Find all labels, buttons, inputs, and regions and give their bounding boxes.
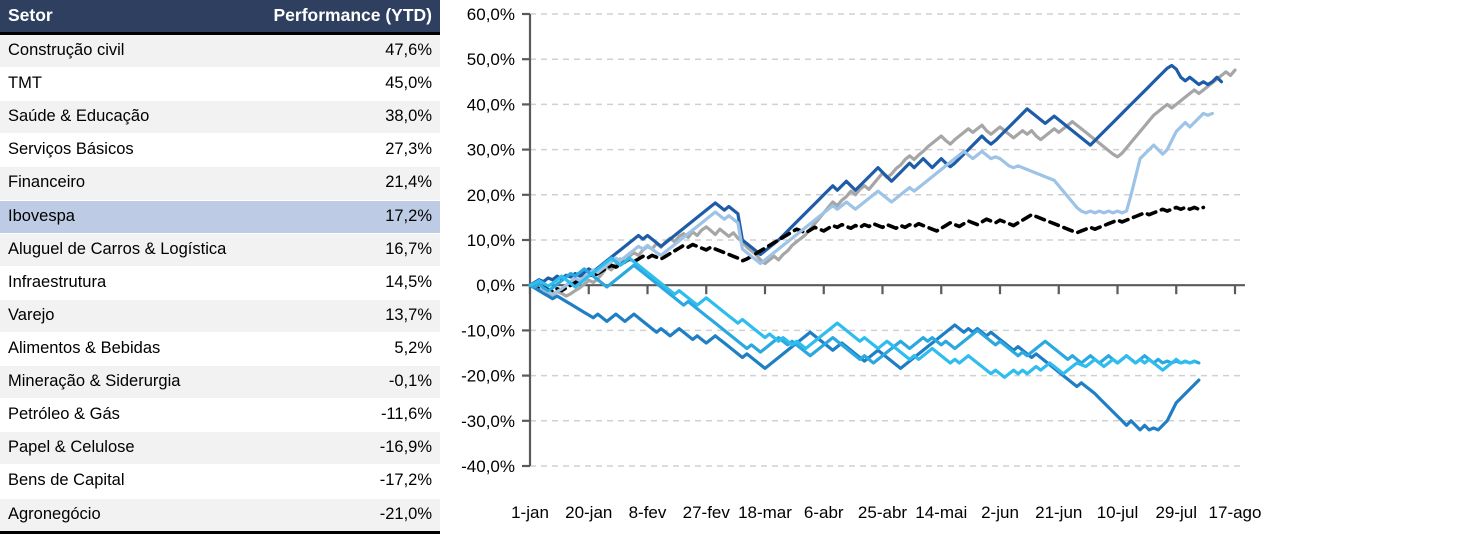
cell-performance: -11,6%	[220, 398, 440, 433]
y-tick-label: -30,0%	[461, 412, 515, 431]
sector-performance-table-panel: Setor Performance (YTD) Construção civil…	[0, 0, 440, 534]
table-row[interactable]: Infraestrutura 14,5%	[0, 266, 440, 300]
x-tick-label: 18-mar	[738, 503, 792, 522]
x-tick-label: 14-mai	[915, 503, 967, 522]
table-row[interactable]: Varejo 13,7%	[0, 299, 440, 333]
cell-sector: Alimentos & Bebidas	[0, 332, 220, 367]
cell-performance: 14,5%	[220, 266, 440, 300]
cell-sector: Varejo	[0, 299, 220, 333]
cell-sector: Mineração & Siderurgia	[0, 365, 220, 400]
chart-series-line	[528, 283, 1201, 432]
y-tick-label: 0,0%	[476, 276, 515, 295]
y-tick-label: 50,0%	[467, 50, 515, 69]
table-row[interactable]: Alimentos & Bebidas 5,2%	[0, 332, 440, 367]
y-tick-label: 10,0%	[467, 231, 515, 250]
x-tick-label: 21-jun	[1035, 503, 1082, 522]
cell-performance: -17,2%	[220, 464, 440, 499]
table-header: Setor Performance (YTD)	[0, 0, 440, 35]
table-row[interactable]: Petróleo & Gás -11,6%	[0, 398, 440, 433]
cell-performance: 47,6%	[220, 33, 440, 69]
cell-performance: 17,2%	[220, 200, 440, 234]
cell-sector: Papel & Celulose	[0, 431, 220, 466]
table-row[interactable]: Agronegócio -21,0%	[0, 498, 440, 531]
chart-y-tick-labels: 60,0% 50,0% 40,0% 30,0% 20,0% 10,0% 0,0% -10,0%…	[461, 5, 515, 476]
table-row[interactable]: Construção civil 47,6%	[0, 33, 440, 69]
chart-y-axis	[522, 12, 532, 468]
x-tick-label: 25-abr	[858, 503, 907, 522]
x-tick-label: 10-jul	[1097, 503, 1139, 522]
cell-performance: -21,0%	[220, 498, 440, 531]
column-header-performance: Performance (YTD)	[220, 0, 440, 35]
chart-x-axis	[528, 284, 1245, 295]
table-row[interactable]: Mineração & Siderurgia -0,1%	[0, 365, 440, 400]
cell-sector: Infraestrutura	[0, 266, 220, 300]
table-body: Construção civil 47,6% TMT 45,0% Saúde & Edu…	[0, 33, 440, 531]
cell-performance: 13,7%	[220, 299, 440, 333]
table-row[interactable]: Papel & Celulose -16,9%	[0, 431, 440, 466]
table-row[interactable]: Saúde & Educação 38,0%	[0, 100, 440, 135]
table-row[interactable]: TMT 45,0%	[0, 67, 440, 102]
cell-performance: 5,2%	[220, 332, 440, 367]
sector-performance-table: Setor Performance (YTD) Construção civil…	[0, 0, 440, 531]
table-row[interactable]: Aluguel de Carros & Logística 16,7%	[0, 233, 440, 267]
chart-series-line	[528, 111, 1215, 296]
cell-performance: 16,7%	[220, 233, 440, 267]
x-tick-label: 8-fev	[629, 503, 667, 522]
cell-sector: Petróleo & Gás	[0, 398, 220, 433]
x-tick-label: 17-ago	[1209, 503, 1262, 522]
cell-performance: -16,9%	[220, 431, 440, 466]
cell-sector: Ibovespa	[0, 200, 220, 234]
chart-gridlines	[530, 13, 1245, 467]
performance-line-chart: 60,0% 50,0% 40,0% 30,0% 20,0% 10,0% 0,0% -10,0%…	[461, 5, 1261, 522]
cell-sector: Construção civil	[0, 33, 220, 69]
cell-sector: Serviços Básicos	[0, 133, 220, 168]
performance-chart-panel: 60,0% 50,0% 40,0% 30,0% 20,0% 10,0% 0,0% -10,0%…	[440, 0, 1470, 531]
y-tick-label: -20,0%	[461, 367, 515, 386]
cell-performance: 38,0%	[220, 100, 440, 135]
chart-x-tick-labels: 1-jan 20-jan 8-fev 27-fev 18-mar 6-abr 25-abr 1…	[511, 503, 1261, 522]
cell-performance: 21,4%	[220, 166, 440, 201]
cell-sector: Saúde & Educação	[0, 100, 220, 135]
chart-series-line	[528, 256, 1196, 380]
chart-series-group	[528, 63, 1237, 432]
y-tick-label: 30,0%	[467, 141, 515, 160]
cell-performance: -0,1%	[220, 365, 440, 400]
x-tick-label: 27-fev	[683, 503, 731, 522]
table-row[interactable]: Ibovespa 17,2%	[0, 200, 440, 234]
chart-series-line	[528, 263, 1201, 365]
chart-series-line	[528, 63, 1224, 287]
chart-series-line	[528, 205, 1206, 294]
table-row[interactable]: Bens de Capital -17,2%	[0, 464, 440, 499]
cell-performance: 27,3%	[220, 133, 440, 168]
x-tick-label: 6-abr	[804, 503, 844, 522]
table-row[interactable]: Financeiro 21,4%	[0, 166, 440, 201]
cell-sector: TMT	[0, 67, 220, 102]
y-tick-label: 40,0%	[467, 95, 515, 114]
cell-sector: Aluguel de Carros & Logística	[0, 233, 226, 267]
cell-sector: Agronegócio	[0, 498, 220, 531]
y-tick-label: -40,0%	[461, 457, 515, 476]
column-header-sector: Setor	[0, 0, 220, 35]
table-row[interactable]: Serviços Básicos 27,3%	[0, 133, 440, 168]
y-tick-label: -10,0%	[461, 321, 515, 340]
y-tick-label: 60,0%	[467, 5, 515, 24]
x-tick-label: 1-jan	[511, 503, 549, 522]
cell-sector: Bens de Capital	[0, 464, 220, 499]
cell-sector: Financeiro	[0, 166, 220, 201]
x-tick-label: 2-jun	[981, 503, 1019, 522]
cell-performance: 45,0%	[220, 67, 440, 102]
table-header-row: Setor Performance (YTD)	[0, 0, 440, 35]
x-tick-label: 20-jan	[565, 503, 612, 522]
y-tick-label: 20,0%	[467, 186, 515, 205]
x-tick-label: 29-jul	[1155, 503, 1197, 522]
